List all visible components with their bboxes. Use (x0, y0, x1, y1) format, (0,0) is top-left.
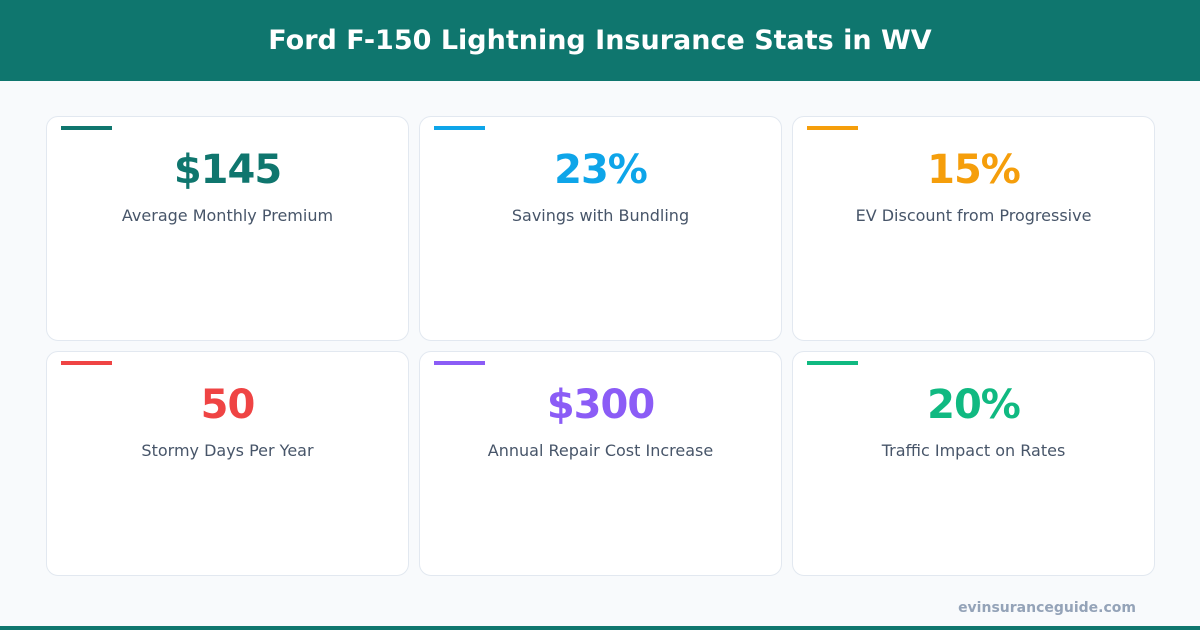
stat-value: $145 (173, 147, 282, 193)
site-url: evinsuranceguide.com (958, 600, 1136, 616)
accent-bar (434, 126, 485, 130)
accent-bar (807, 126, 858, 130)
stat-card: $300 Annual Repair Cost Increase (419, 351, 782, 576)
accent-bar (61, 126, 112, 130)
stat-card: 15% EV Discount from Progressive (792, 116, 1155, 341)
stat-value: 23% (554, 147, 648, 193)
stat-value: 50 (200, 382, 256, 428)
bottom-bar (0, 626, 1200, 630)
stat-card: 20% Traffic Impact on Rates (792, 351, 1155, 576)
stat-label: Stormy Days Per Year (141, 441, 314, 460)
page-title: Ford F-150 Lightning Insurance Stats in … (0, 0, 1200, 81)
stat-label: EV Discount from Progressive (855, 206, 1092, 225)
stat-value: $300 (546, 382, 655, 428)
stat-value: 15% (927, 147, 1021, 193)
stat-card: 23% Savings with Bundling (419, 116, 782, 341)
stat-value: 20% (927, 382, 1021, 428)
accent-bar (807, 361, 858, 365)
accent-bar (61, 361, 112, 365)
stat-label: Annual Repair Cost Increase (487, 441, 714, 460)
title-text: Ford F-150 Lightning Insurance Stats in … (268, 25, 932, 56)
stat-label: Savings with Bundling (511, 206, 690, 225)
stat-card: $145 Average Monthly Premium (46, 116, 409, 341)
accent-bar (434, 361, 485, 365)
stat-label: Average Monthly Premium (121, 206, 334, 225)
stat-card: 50 Stormy Days Per Year (46, 351, 409, 576)
stat-label: Traffic Impact on Rates (881, 441, 1066, 460)
